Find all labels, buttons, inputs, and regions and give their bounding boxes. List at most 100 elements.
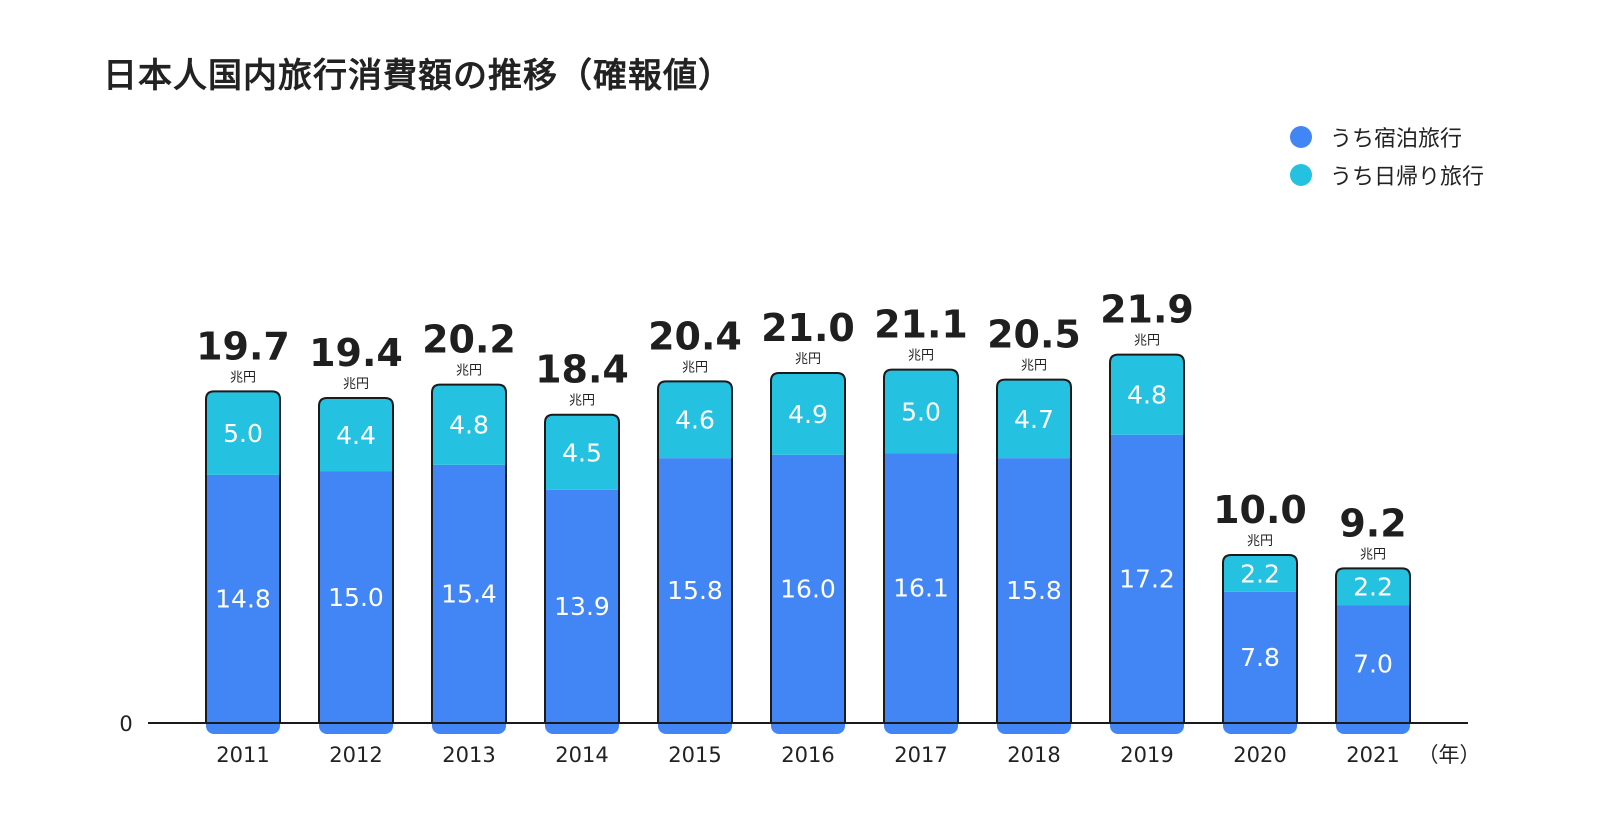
value-label-day-trip-2015: 4.6 bbox=[675, 406, 715, 435]
bar-group-2013 bbox=[432, 384, 506, 734]
total-label-2021: 9.2 bbox=[1339, 501, 1406, 545]
bar-day-trip-2012 bbox=[319, 398, 393, 472]
legend-label-day-trip: うち日帰り旅行 bbox=[1330, 165, 1485, 190]
value-label-stay-2012: 15.0 bbox=[328, 583, 384, 612]
legend-item-day-trip: うち日帰り旅行 bbox=[1290, 156, 1484, 194]
bar-stay-2018 bbox=[997, 458, 1071, 734]
total-label-2012: 19.4 bbox=[309, 331, 403, 375]
value-label-day-trip-2011: 5.0 bbox=[223, 419, 263, 448]
bar-outline-2012 bbox=[318, 397, 394, 722]
bar-outline-2013 bbox=[431, 383, 507, 722]
bar-stay-2015 bbox=[658, 458, 732, 734]
bar-day-trip-2021 bbox=[1336, 568, 1410, 606]
bar-stay-2020 bbox=[1223, 591, 1297, 734]
bar-outline-2020 bbox=[1222, 554, 1298, 722]
bar-stay-2011 bbox=[206, 474, 280, 734]
total-label-2014: 18.4 bbox=[535, 348, 629, 392]
total-label-2016: 21.0 bbox=[761, 306, 855, 350]
bar-group-2015 bbox=[658, 381, 732, 734]
legend: うち宿泊旅行 うち日帰り旅行 bbox=[1290, 118, 1484, 194]
total-label-2013: 20.2 bbox=[422, 318, 516, 362]
total-label-2015: 20.4 bbox=[648, 314, 742, 358]
value-label-stay-2017: 16.1 bbox=[893, 574, 949, 603]
value-label-day-trip-2012: 4.4 bbox=[336, 421, 376, 450]
x-tick-label-2019: 2019 bbox=[1120, 743, 1173, 767]
total-unit-2021: 兆円 bbox=[1360, 547, 1386, 562]
bar-stay-2021 bbox=[1336, 605, 1410, 734]
value-label-day-trip-2019: 4.8 bbox=[1127, 381, 1167, 410]
value-label-day-trip-2013: 4.8 bbox=[449, 411, 489, 440]
bar-group-2012 bbox=[319, 398, 393, 734]
value-label-stay-2021: 7.0 bbox=[1353, 650, 1393, 679]
total-unit-2011: 兆円 bbox=[230, 370, 256, 385]
bar-outline-2016 bbox=[770, 371, 846, 722]
bar-day-trip-2014 bbox=[545, 414, 619, 490]
x-tick-label-2011: 2011 bbox=[216, 743, 269, 767]
bar-day-trip-2016 bbox=[771, 372, 845, 455]
bar-day-trip-2011 bbox=[206, 391, 280, 475]
total-unit-2015: 兆円 bbox=[682, 360, 708, 375]
x-tick-label-2014: 2014 bbox=[555, 743, 608, 767]
value-label-day-trip-2017: 5.0 bbox=[901, 397, 941, 426]
x-tick-label-2016: 2016 bbox=[781, 743, 834, 767]
bar-outline-2014 bbox=[544, 413, 620, 722]
value-label-stay-2020: 7.8 bbox=[1240, 643, 1280, 672]
x-tick-label-2021: 2021 bbox=[1346, 743, 1399, 767]
total-unit-2012: 兆円 bbox=[343, 377, 369, 392]
value-label-stay-2018: 15.8 bbox=[1006, 576, 1062, 605]
value-label-day-trip-2018: 4.7 bbox=[1014, 405, 1054, 434]
legend-swatch-day-trip bbox=[1290, 164, 1312, 186]
x-tick-label-2020: 2020 bbox=[1233, 743, 1286, 767]
x-tick-label-2013: 2013 bbox=[442, 743, 495, 767]
total-label-2017: 21.1 bbox=[874, 303, 968, 347]
bar-group-2018 bbox=[997, 379, 1071, 734]
x-tick-label-2018: 2018 bbox=[1007, 743, 1060, 767]
value-label-stay-2015: 15.8 bbox=[667, 576, 723, 605]
bar-day-trip-2015 bbox=[658, 381, 732, 459]
legend-item-stay: うち宿泊旅行 bbox=[1290, 118, 1484, 156]
total-label-2018: 20.5 bbox=[987, 313, 1081, 357]
y-tick-label-0: 0 bbox=[119, 712, 132, 736]
bar-stay-2012 bbox=[319, 471, 393, 734]
bar-outline-2017 bbox=[883, 368, 959, 722]
value-label-day-trip-2021: 2.2 bbox=[1353, 573, 1393, 602]
value-label-stay-2019: 17.2 bbox=[1119, 564, 1175, 593]
bar-outline-2021 bbox=[1335, 567, 1411, 722]
bar-group-2019 bbox=[1110, 354, 1184, 734]
bar-stay-2019 bbox=[1110, 434, 1184, 734]
bar-group-2014 bbox=[545, 414, 619, 734]
bar-group-2016 bbox=[771, 372, 845, 734]
bar-day-trip-2013 bbox=[432, 384, 506, 465]
bar-group-2011 bbox=[206, 391, 280, 734]
x-tick-label-2015: 2015 bbox=[668, 743, 721, 767]
bar-group-2020 bbox=[1223, 555, 1297, 734]
bar-stay-2014 bbox=[545, 489, 619, 734]
bar-day-trip-2017 bbox=[884, 369, 958, 454]
value-label-stay-2011: 14.8 bbox=[215, 584, 271, 613]
total-unit-2014: 兆円 bbox=[569, 394, 595, 409]
bar-outline-2011 bbox=[205, 390, 281, 722]
value-label-stay-2014: 13.9 bbox=[554, 592, 610, 621]
total-unit-2019: 兆円 bbox=[1134, 334, 1160, 349]
total-label-2020: 10.0 bbox=[1213, 488, 1307, 532]
legend-label-stay: うち宿泊旅行 bbox=[1330, 127, 1463, 152]
value-label-day-trip-2014: 4.5 bbox=[562, 438, 602, 467]
total-label-2019: 21.9 bbox=[1100, 288, 1194, 332]
bar-day-trip-2020 bbox=[1223, 555, 1297, 592]
bar-day-trip-2019 bbox=[1110, 354, 1184, 435]
bar-group-2021 bbox=[1336, 568, 1410, 734]
bar-group-2017 bbox=[884, 369, 958, 734]
total-unit-2013: 兆円 bbox=[456, 364, 482, 379]
total-label-2011: 19.7 bbox=[196, 324, 290, 368]
bar-stay-2013 bbox=[432, 464, 506, 734]
bar-day-trip-2018 bbox=[997, 379, 1071, 459]
bar-stay-2016 bbox=[771, 454, 845, 734]
value-label-stay-2013: 15.4 bbox=[441, 579, 497, 608]
legend-swatch-stay bbox=[1290, 126, 1312, 148]
x-tick-label-2017: 2017 bbox=[894, 743, 947, 767]
bar-outline-2018 bbox=[996, 378, 1072, 722]
total-unit-2018: 兆円 bbox=[1021, 359, 1047, 374]
total-unit-2016: 兆円 bbox=[795, 352, 821, 367]
value-label-stay-2016: 16.0 bbox=[780, 574, 836, 603]
